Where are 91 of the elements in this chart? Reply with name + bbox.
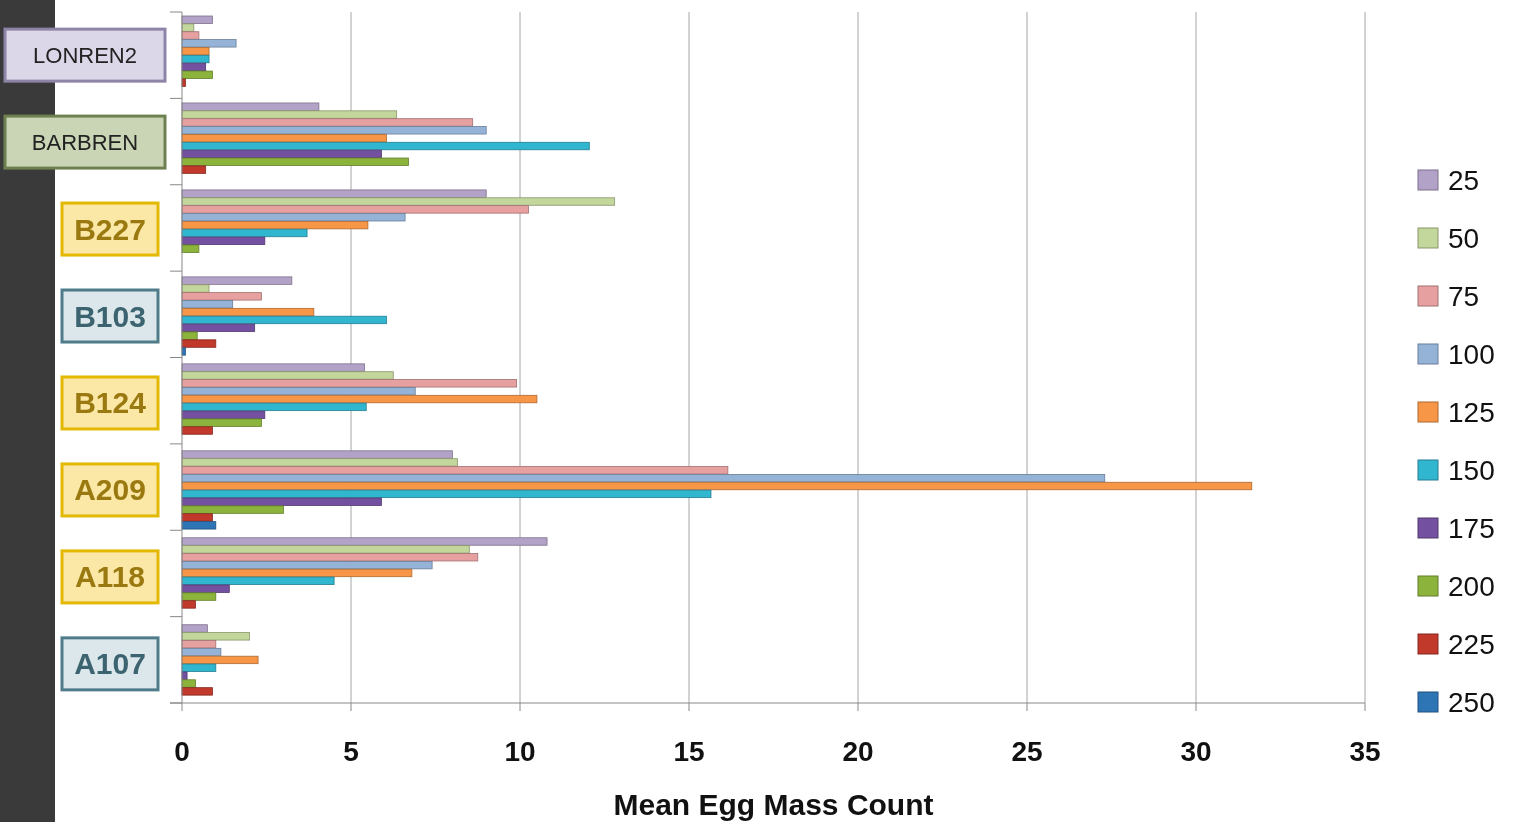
- bar: [181, 363, 365, 372]
- bar: [181, 284, 210, 293]
- bar: [181, 394, 538, 404]
- y-tick-label: LONREN2: [33, 42, 137, 68]
- bar: [181, 505, 284, 514]
- legend-label: 175: [1448, 512, 1495, 544]
- legend-label: 150: [1448, 454, 1495, 486]
- bar: [181, 553, 479, 562]
- bar: [181, 15, 213, 24]
- legend-label: 125: [1448, 396, 1495, 428]
- y-tick-label: A107: [74, 647, 146, 681]
- bar: [181, 489, 712, 499]
- bar: [181, 300, 234, 309]
- bar: [181, 624, 208, 633]
- bar: [181, 474, 1106, 483]
- bar: [181, 513, 213, 522]
- y-tick-label: B124: [74, 386, 147, 420]
- bar: [181, 165, 207, 174]
- bar: [181, 323, 256, 332]
- bar: [181, 31, 200, 40]
- legend-label: 100: [1448, 338, 1495, 370]
- legend-label: 75: [1448, 280, 1480, 312]
- legend-label: 225: [1448, 628, 1495, 660]
- bar: [181, 655, 259, 665]
- bar: [181, 537, 548, 546]
- bar: [181, 276, 293, 285]
- bar: [181, 584, 230, 593]
- bar: [181, 102, 320, 111]
- bar: [181, 481, 1253, 491]
- bar: [181, 189, 487, 198]
- bar: [181, 371, 394, 380]
- x-axis-title: Mean Egg Mass Count: [613, 788, 934, 821]
- bar: [181, 307, 315, 317]
- x-tick-label: 20: [842, 736, 874, 767]
- bar: [181, 497, 382, 506]
- bar: [181, 118, 474, 127]
- x-tick-label: 10: [504, 736, 536, 767]
- bar: [181, 410, 266, 419]
- bar: [181, 576, 335, 585]
- y-tick-label: B103: [74, 299, 146, 333]
- bar: [181, 126, 487, 135]
- bar: [181, 244, 200, 253]
- y-tick-label: BARBREN: [31, 129, 139, 155]
- bar: [181, 331, 198, 340]
- x-tick-label: 15: [673, 736, 705, 767]
- bar: [181, 141, 590, 151]
- bar: [181, 426, 213, 435]
- bar: [181, 647, 222, 657]
- x-tick-label: 5: [343, 736, 359, 767]
- bar: [181, 560, 433, 570]
- bar: [181, 521, 217, 530]
- bar: [181, 197, 616, 206]
- bar: [181, 220, 369, 230]
- bar: [181, 339, 217, 348]
- bar: [181, 418, 262, 427]
- legend-label: 25: [1448, 164, 1480, 196]
- bar: [181, 450, 453, 459]
- bar: [181, 157, 409, 166]
- bar: [181, 54, 210, 64]
- bar: [181, 110, 398, 119]
- bar: [181, 632, 250, 641]
- bar: [181, 236, 266, 245]
- bar: [181, 592, 217, 601]
- bar: [181, 70, 213, 79]
- bar: [181, 600, 196, 609]
- bar: [181, 663, 217, 672]
- bar: [181, 134, 387, 143]
- bar: [181, 458, 458, 467]
- x-tick-label: 35: [1349, 736, 1381, 767]
- bar: [181, 402, 367, 412]
- bar: [181, 39, 237, 48]
- y-tick-label: B227: [74, 212, 146, 246]
- bar: [181, 205, 529, 214]
- x-tick-label: 25: [1011, 736, 1043, 767]
- legend-label: 250: [1448, 686, 1495, 718]
- x-tick-label: 30: [1180, 736, 1212, 767]
- y-tick-label: A209: [74, 473, 146, 507]
- bar: [181, 687, 213, 696]
- x-tick-label: 0: [174, 736, 190, 767]
- y-tick-label: A118: [74, 560, 146, 594]
- bar: [181, 292, 262, 301]
- bar: [181, 379, 518, 388]
- bar: [181, 545, 470, 554]
- bar: [181, 640, 217, 649]
- bar: [181, 47, 210, 56]
- bar: [181, 315, 387, 325]
- bar: [181, 387, 416, 396]
- legend-label: 200: [1448, 570, 1495, 602]
- bar: [181, 213, 406, 222]
- bar: [181, 466, 729, 475]
- legend-label: 50: [1448, 222, 1480, 254]
